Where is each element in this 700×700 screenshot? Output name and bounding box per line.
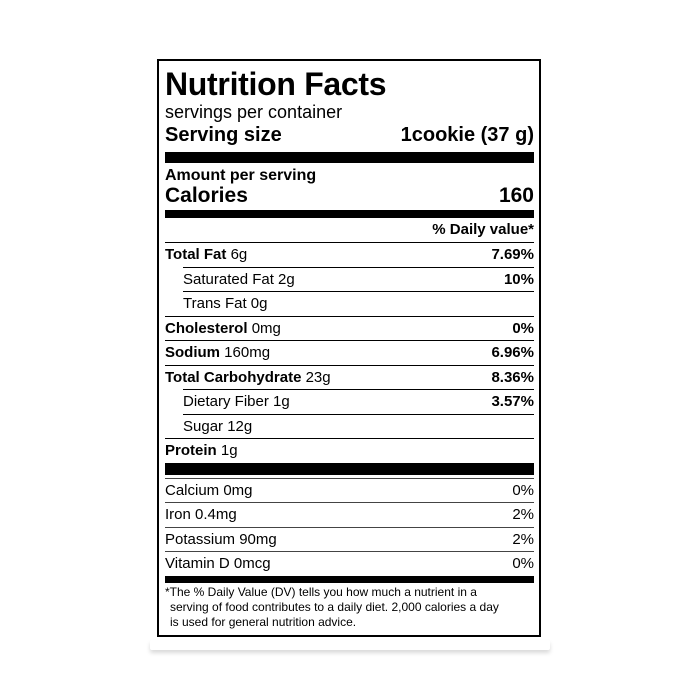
vitamin-label: Iron 0.4mg [165,506,237,523]
vitamin-dv: 2% [512,506,534,523]
serving-size-row: Serving size 1cookie (37 g) [165,122,534,148]
nutrient-row-total-carbohydrate: Total Carbohydrate 23g 8.36% [165,364,534,390]
footnote: *The % Daily Value (DV) tells you how mu… [165,585,534,630]
calories-row: Calories 160 [165,184,534,207]
nutrient-row-sugar: Sugar 12g [183,413,534,439]
nutrient-dv: 3.57% [491,393,534,410]
divider-medium [165,575,534,583]
nutrient-dv: 8.36% [491,368,534,386]
vitamin-label: Calcium 0mg [165,481,253,499]
nutrient-dv: 10% [503,270,534,288]
divider-thick [165,152,534,163]
daily-value-header: % Daily value* [432,221,534,238]
nutrient-amount: 23g [305,368,331,386]
nutrient-dv: 6.96% [491,344,534,361]
nutrient-label: Trans Fat 0g [183,295,268,312]
nutrient-label: Saturated Fat 2g [183,270,295,288]
nutrient-amount: 160mg [224,344,271,361]
servings-per-container: servings per container [165,102,343,122]
vitamin-row-vitamin-d: Vitamin D 0mcg 0% [165,551,534,576]
nutrient-row-protein: Protein 1g [165,438,534,463]
nutrient-row-total-fat: Total Fat 6g 7.69% [165,242,534,267]
nutrient-label: Dietary Fiber 1g [183,393,290,410]
nutrient-label: Sugar 12g [183,417,253,435]
nutrient-amount: 1g [220,442,238,459]
divider-thick [165,462,534,475]
vitamin-label: Vitamin D 0mcg [165,555,271,572]
footnote-line: *The % Daily Value (DV) tells you how mu… [165,584,477,599]
vitamin-row-iron: Iron 0.4mg 2% [165,502,534,527]
vitamin-dv: 0% [512,481,534,499]
label-title: Nutrition Facts [165,66,387,102]
nutrient-label: Total Carbohydrate [165,368,302,386]
label-shadow [150,640,550,650]
nutrient-label: Total Fat [165,246,227,263]
nutrient-row-dietary-fiber: Dietary Fiber 1g 3.57% [183,389,534,414]
nutrient-row-cholesterol: Cholesterol 0mg 0% [165,315,534,341]
nutrient-dv: 7.69% [491,246,534,263]
footnote-line: serving of food contributes to a daily d… [170,599,499,614]
nutrient-amount: 6g [230,246,248,263]
nutrient-row-sodium: Sodium 160mg 6.96% [165,340,534,365]
vitamin-row-potassium: Potassium 90mg 2% [165,526,534,552]
nutrient-row-trans-fat: Trans Fat 0g [183,291,534,316]
nutrient-amount: 0mg [251,319,281,337]
vitamin-dv: 0% [512,555,534,572]
vitamin-label: Potassium 90mg [165,530,277,548]
vitamin-row-calcium: Calcium 0mg 0% [165,477,534,503]
serving-size-value: 1cookie (37 g) [400,124,534,146]
nutrient-label: Cholesterol [165,319,248,337]
nutrient-dv: 0% [512,319,534,337]
nutrient-label: Protein [165,442,217,459]
serving-size-label: Serving size [165,124,282,146]
footnote-line: is used for general nutrition advice. [170,614,357,629]
nutrient-label: Sodium [165,344,220,361]
amount-per-serving: Amount per serving [165,167,317,184]
nutrition-facts-label: Nutrition Facts servings per container S… [157,59,541,637]
vitamin-dv: 2% [512,530,534,548]
divider-medium [165,210,534,218]
nutrient-row-saturated-fat: Saturated Fat 2g 10% [183,266,534,292]
calories-label: Calories [165,184,248,207]
calories-value: 160 [498,184,534,207]
